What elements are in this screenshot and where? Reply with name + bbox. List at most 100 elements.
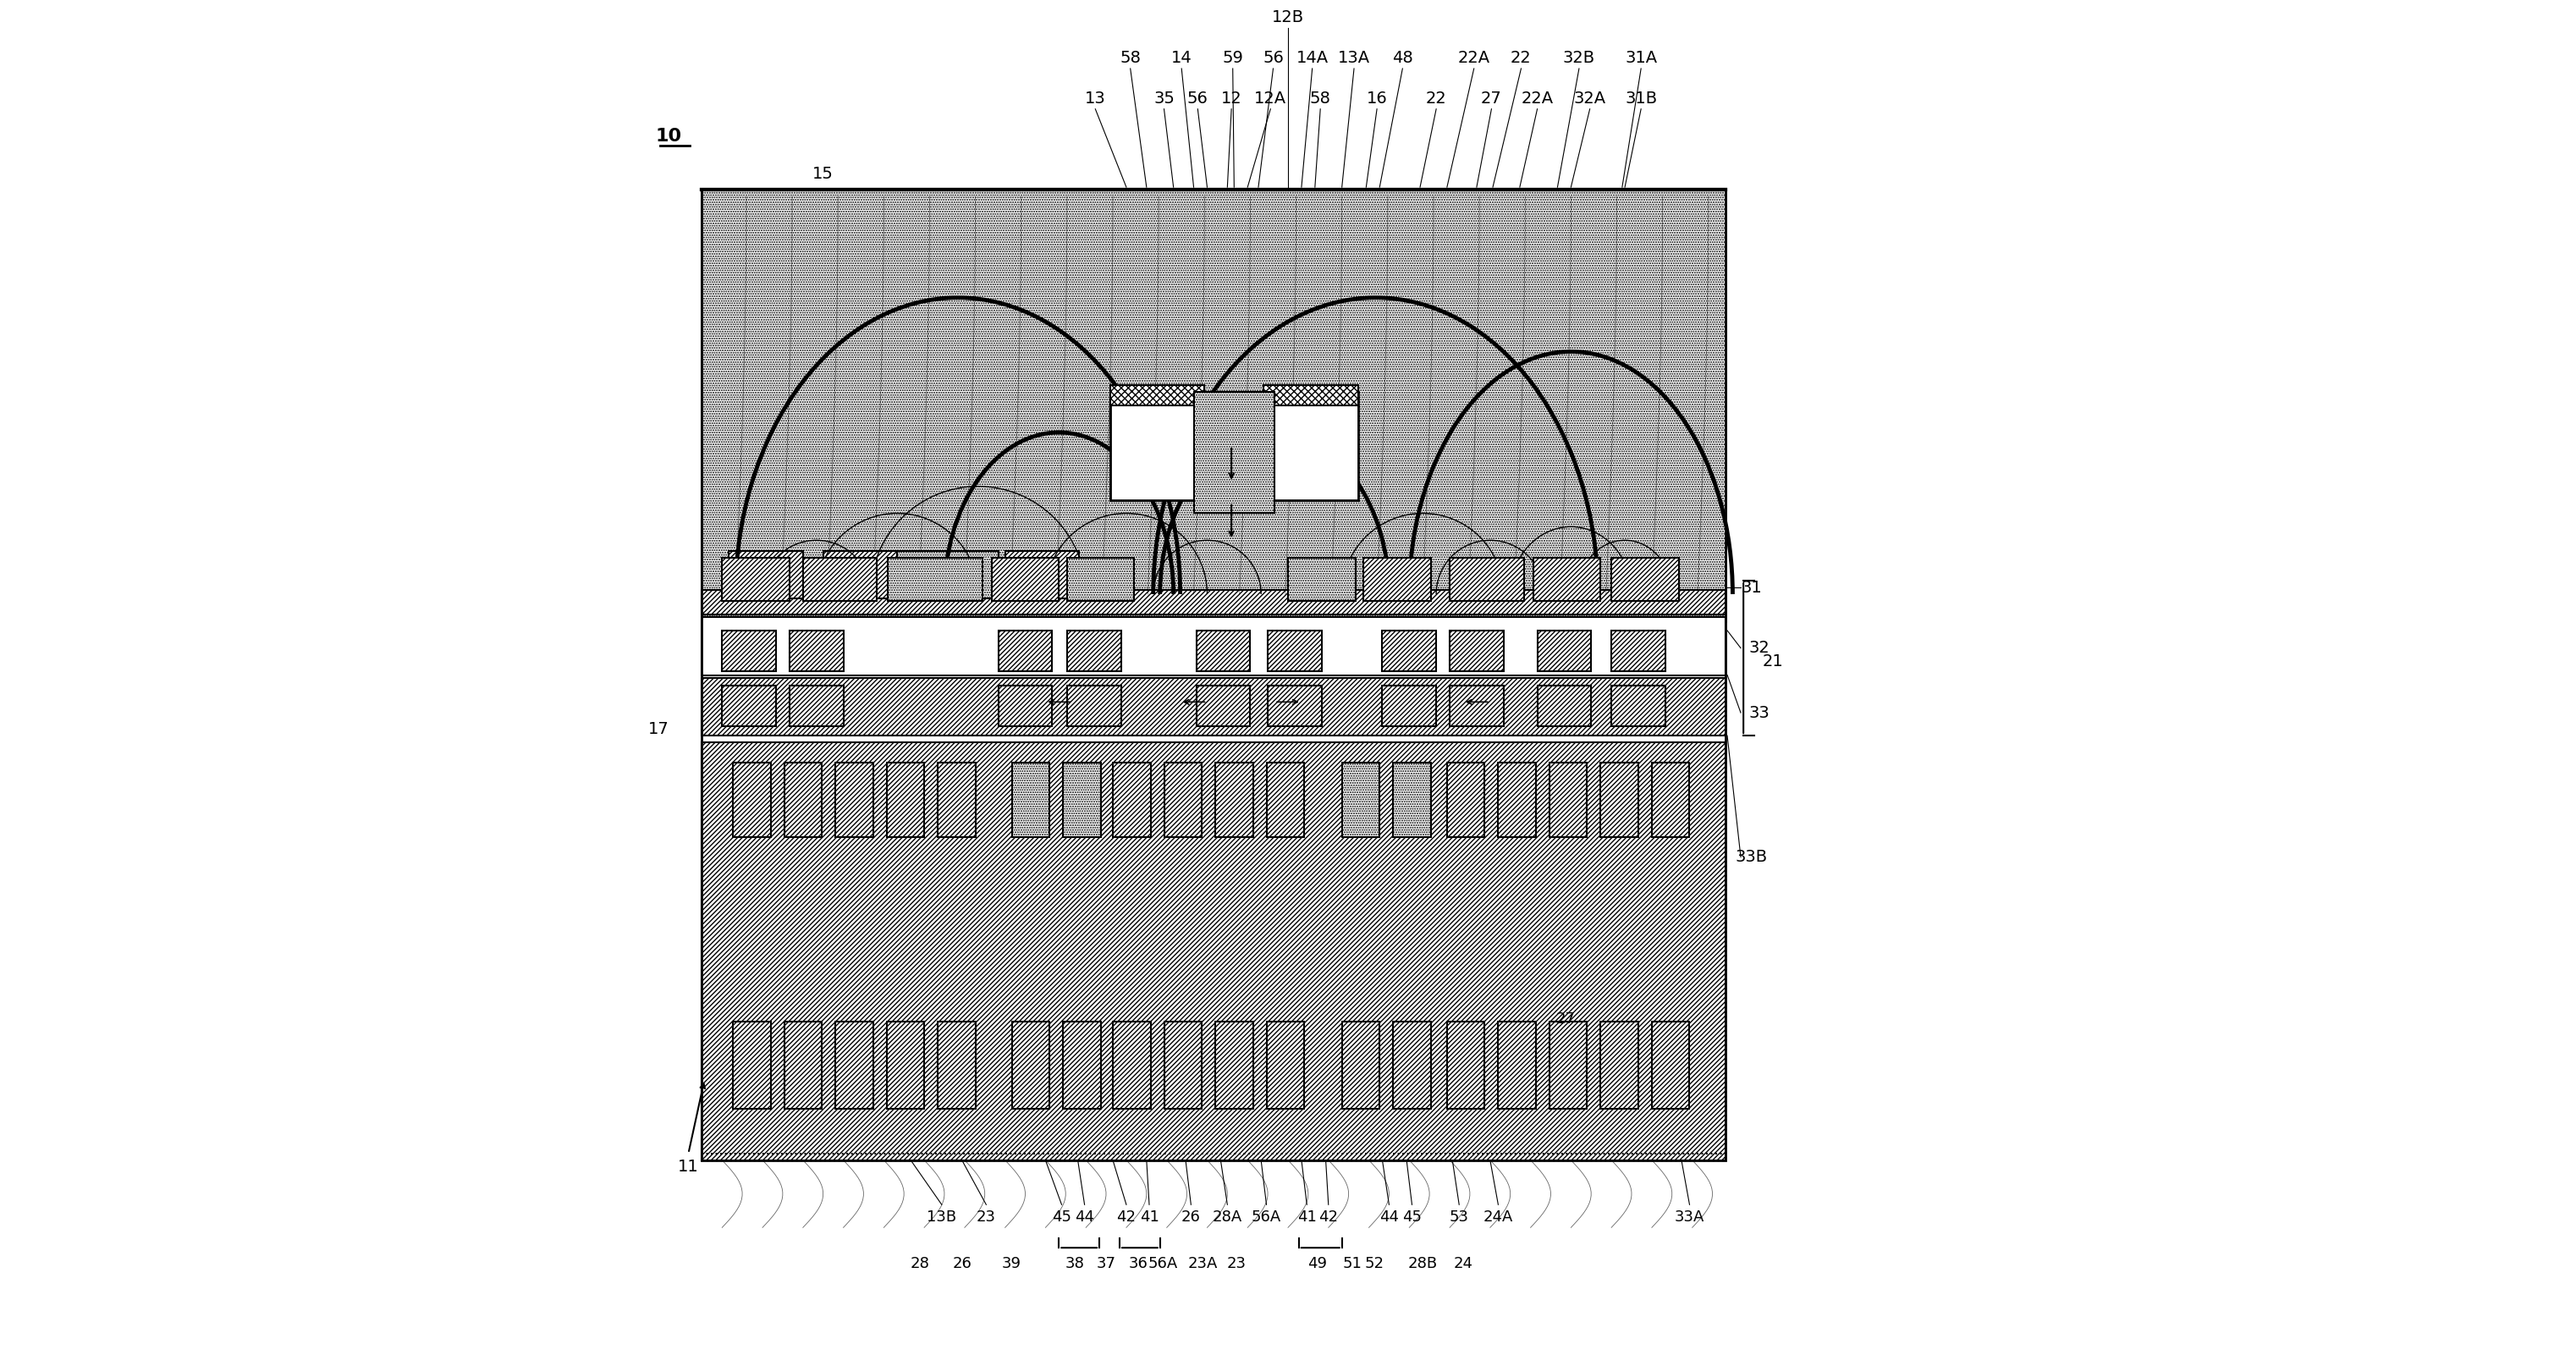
Bar [938,1022,976,1108]
Text: 49: 49 [1309,1257,1327,1272]
Text: 59: 59 [1221,50,1244,66]
Text: 53: 53 [1450,1210,1468,1224]
Bar [1064,1022,1100,1108]
Text: 36: 36 [1128,1257,1149,1272]
Bar [1448,763,1484,837]
Bar [1538,630,1592,671]
Text: 24: 24 [1453,1257,1473,1272]
Text: 58: 58 [1121,50,1141,66]
Bar [999,686,1051,726]
Text: 41: 41 [1298,1210,1316,1224]
Bar [732,1022,770,1108]
Text: 31A: 31A [1625,50,1656,66]
Text: 44: 44 [1378,1210,1399,1224]
Bar [1394,763,1430,837]
Text: 26: 26 [953,1257,971,1272]
Text: 26: 26 [1182,1210,1200,1224]
Bar [1651,763,1690,837]
Bar [1600,1022,1638,1108]
Text: 22A: 22A [1458,50,1489,66]
Text: 21: 21 [1762,653,1783,670]
Text: 33A: 33A [1674,1210,1705,1224]
Text: 56: 56 [1188,90,1208,107]
Text: 28A: 28A [1213,1210,1242,1224]
Bar [804,558,876,601]
Text: 16: 16 [1365,90,1388,107]
Bar [783,1022,822,1108]
Bar [886,1022,925,1108]
Text: 14A: 14A [1296,50,1329,66]
Bar [889,558,981,601]
Bar [835,763,873,837]
Text: 32: 32 [1749,640,1770,656]
Bar [783,763,822,837]
Bar [1267,1022,1303,1108]
Bar [1012,763,1048,837]
Text: 42: 42 [1319,1210,1337,1224]
Bar [1265,385,1358,405]
Bar [701,190,1726,621]
Bar [1613,686,1664,726]
Bar [1110,385,1206,405]
Bar [701,617,1726,675]
Text: 58: 58 [1309,90,1332,107]
Bar [1548,1022,1587,1108]
Text: 33: 33 [1749,705,1770,721]
Bar [1613,558,1680,601]
Bar [1267,630,1321,671]
Text: 17: 17 [649,721,670,737]
Text: 56A: 56A [1252,1210,1280,1224]
Bar [1066,630,1121,671]
Bar [729,551,804,598]
Bar [1216,1022,1252,1108]
Bar [1193,391,1275,513]
Bar [701,590,1726,614]
Bar [1383,686,1437,726]
Bar [701,190,1726,1160]
Bar [1499,1022,1535,1108]
Text: 42: 42 [1115,1210,1136,1224]
Text: 13: 13 [1084,90,1105,107]
Text: 52: 52 [1365,1257,1383,1272]
Bar [1499,763,1535,837]
Bar [1548,763,1587,837]
Bar [1450,630,1504,671]
Text: 13B: 13B [927,1210,956,1224]
Bar [1450,686,1504,726]
Text: 22: 22 [1425,90,1448,107]
Bar [1195,630,1249,671]
Bar [788,686,842,726]
Bar [1288,558,1355,601]
Text: 23: 23 [976,1210,997,1224]
Bar [701,678,1726,736]
Text: 37: 37 [1097,1257,1115,1272]
Text: 31: 31 [1741,579,1762,595]
Text: 12A: 12A [1255,90,1285,107]
Bar [1064,763,1100,837]
Text: 23A: 23A [1188,1257,1218,1272]
Text: 56: 56 [1262,50,1283,66]
Bar [896,551,999,598]
Text: 39: 39 [1002,1257,1023,1272]
Text: 56A: 56A [1149,1257,1177,1272]
Text: 24A: 24A [1484,1210,1512,1224]
Text: 15: 15 [811,166,835,182]
Bar [1164,763,1203,837]
Bar [1012,1022,1048,1108]
Bar [721,630,775,671]
Bar [1164,1022,1203,1108]
Bar [1216,763,1252,837]
Bar [1448,1022,1484,1108]
Bar [701,190,1726,594]
Text: 10: 10 [654,127,683,144]
Bar [1265,391,1358,499]
Bar [1066,558,1133,601]
Bar [824,551,896,598]
Text: 12: 12 [1221,90,1242,107]
Bar [1533,558,1600,601]
Text: 32B: 32B [1564,50,1595,66]
Text: 51: 51 [1342,1257,1363,1272]
Bar [1394,1022,1430,1108]
Bar [788,630,842,671]
Text: 38: 38 [1066,1257,1084,1272]
